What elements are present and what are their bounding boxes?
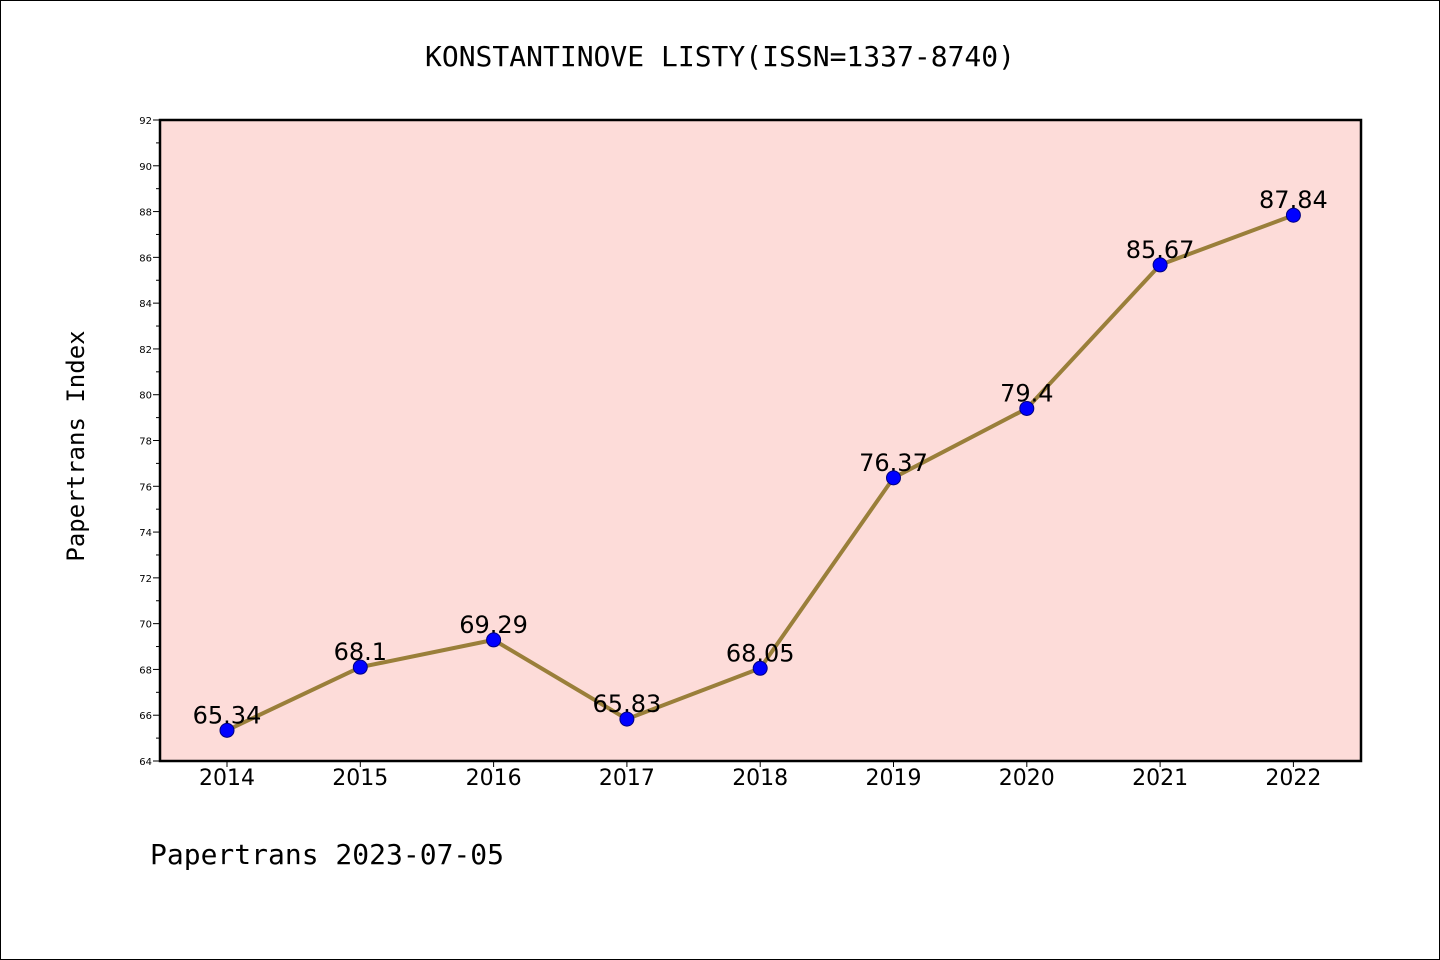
y-tick-label: 64 (139, 757, 152, 768)
data-point (1152, 257, 1168, 273)
y-tick-label: 80 (139, 391, 152, 402)
data-point (886, 470, 901, 486)
data-point (619, 711, 635, 727)
x-tick-label: 2018 (732, 766, 788, 791)
x-tick-label: 2014 (199, 766, 255, 791)
data-point (219, 722, 235, 738)
data-point (752, 660, 768, 676)
x-tick-label: 2020 (999, 766, 1055, 791)
y-tick-label: 74 (139, 528, 152, 539)
x-tick-label: 2016 (466, 766, 522, 791)
footer-text: Papertrans 2023-07-05 (150, 838, 504, 871)
y-tick-label: 76 (139, 482, 152, 493)
plot-area (160, 120, 1361, 761)
y-tick-label: 86 (139, 253, 152, 264)
y-tick-label: 82 (139, 345, 152, 356)
data-point (1019, 400, 1035, 416)
plot-border (158, 118, 1363, 763)
y-tick-label: 90 (139, 162, 152, 173)
y-tick-label: 78 (139, 437, 152, 448)
data-point (352, 659, 368, 675)
x-tick-label: 2017 (599, 766, 655, 791)
data-point (1285, 207, 1301, 223)
x-tick-label: 2021 (1132, 766, 1188, 791)
y-tick-label: 68 (139, 665, 152, 676)
y-tick-label: 66 (139, 711, 152, 722)
y-tick-label: 88 (139, 208, 152, 219)
data-point (486, 632, 502, 648)
x-axis-ticks: 2014 2015 2016 2017 2018 2019 2020 2021 2022 (199, 761, 1321, 791)
chart-title: KONSTANTINOVE LISTY(ISSN=1337-8740) (425, 40, 1015, 73)
y-tick-label: 92 (139, 116, 152, 127)
y-axis-ticks: 64 66 68 70 72 74 76 78 80 82 84 86 88 90 92 (139, 116, 160, 768)
x-tick-label: 2022 (1265, 766, 1321, 791)
x-tick-label: 2015 (332, 766, 388, 791)
x-tick-label: 2019 (866, 766, 922, 791)
y-tick-label: 84 (139, 299, 152, 310)
data-points (219, 207, 1301, 738)
y-axis-label: Papertrans Index (62, 330, 90, 561)
y-tick-label: 72 (139, 574, 152, 585)
y-tick-label: 70 (139, 620, 152, 631)
